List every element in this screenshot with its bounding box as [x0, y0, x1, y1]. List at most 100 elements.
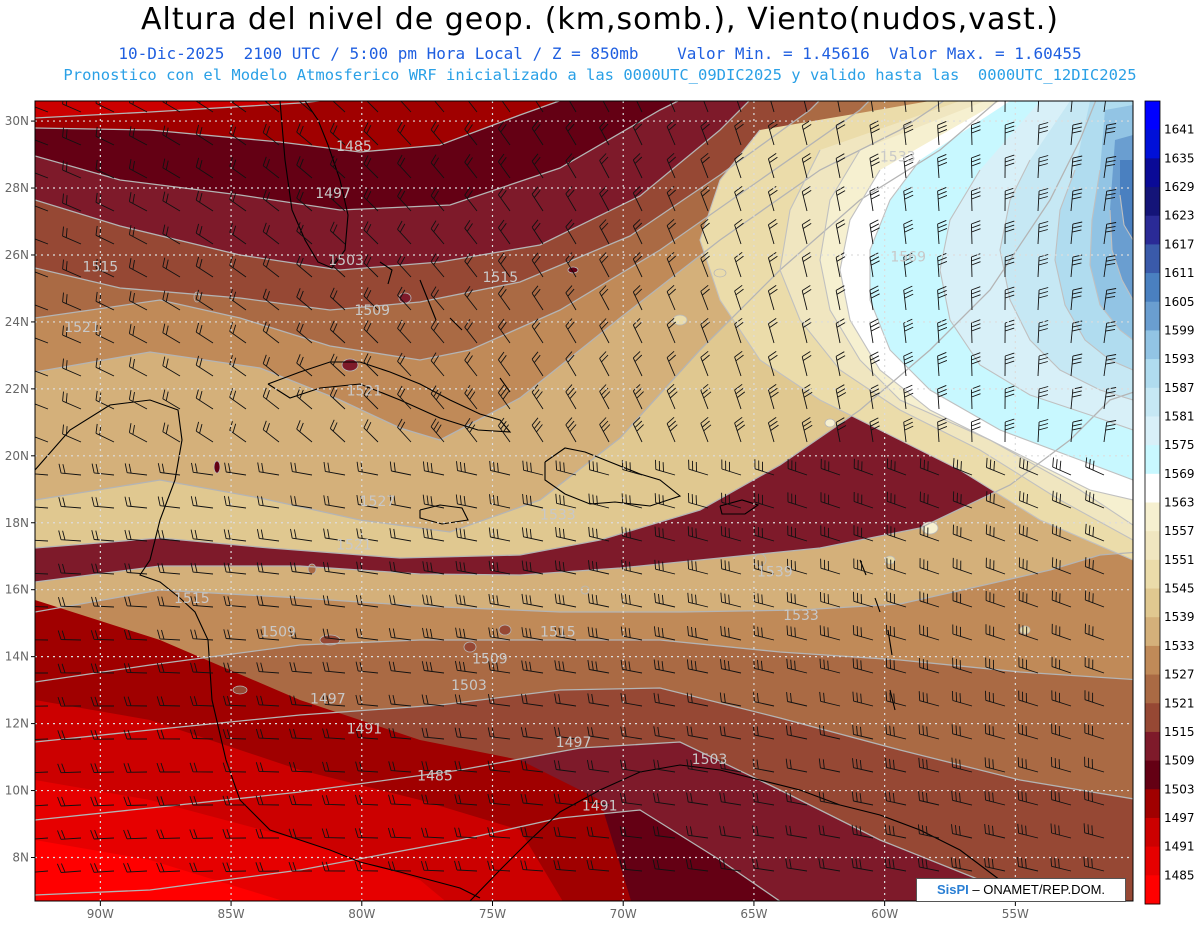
wind-barb [1004, 154, 1015, 179]
wind-barb [770, 101, 775, 113]
wind-barb [801, 285, 812, 311]
wind-barb [1051, 590, 1072, 608]
wind-barb [434, 101, 445, 113]
wind-barb [35, 403, 49, 410]
wind-barb [937, 153, 948, 179]
colorbar-swatch [1145, 244, 1160, 274]
wind-barb [62, 160, 82, 179]
wind-barb [884, 857, 907, 872]
wind-barb [752, 758, 775, 773]
wind-barb [454, 860, 478, 872]
local-maximum [498, 624, 512, 636]
wind-barb [870, 101, 874, 113]
wind-barb [1051, 524, 1072, 542]
wind-barb [363, 254, 379, 278]
wind-barb [767, 186, 778, 212]
wind-barb [820, 558, 841, 575]
wind-barb [937, 219, 948, 245]
wind-barb [621, 493, 643, 509]
wind-barb [687, 492, 709, 509]
wind-barb [95, 101, 115, 113]
wind-barb [654, 526, 676, 542]
wind-barb [1037, 287, 1049, 311]
wind-barb [296, 288, 313, 311]
wind-barb [156, 796, 181, 806]
wind-barb [95, 258, 115, 278]
wind-barb [521, 693, 544, 707]
wind-barb [156, 729, 181, 740]
lat-tick-label: 24N [5, 315, 29, 329]
contour-value-label: 1521 [347, 384, 383, 400]
wind-barb [937, 351, 948, 377]
wind-barb [255, 828, 279, 839]
coastlines [35, 101, 1031, 901]
wind-barb [903, 285, 914, 311]
wind-barb [869, 186, 880, 212]
wind-barb [288, 861, 313, 872]
wind-barb [296, 255, 313, 278]
wind-barb [785, 825, 808, 839]
wind-barb [952, 458, 973, 476]
wind-barb [688, 459, 709, 476]
wind-barb [56, 863, 82, 873]
wind-barb [128, 291, 148, 311]
band-1497 [35, 101, 560, 152]
contour-line [819, 149, 1133, 526]
wind-barb [124, 463, 148, 476]
wind-barb [123, 696, 148, 707]
wind-barb [853, 491, 874, 509]
wind-barb [62, 391, 82, 410]
wind-barb [554, 726, 577, 740]
wind-barb [919, 591, 940, 608]
wind-barb [666, 350, 677, 377]
wind-barb [397, 220, 412, 245]
wind-barb [1017, 757, 1039, 773]
wind-barb [970, 253, 981, 278]
wind-barb [262, 123, 280, 146]
wind-barb [296, 189, 313, 212]
map-title: Altura del nivel de geop. (km,somb.), Vi… [141, 2, 1059, 37]
wind-barb [489, 494, 511, 509]
wind-barb [654, 593, 676, 608]
wind-barb [430, 154, 445, 179]
wind-barb [1037, 419, 1049, 443]
contour-line [35, 101, 945, 441]
contour-line [35, 391, 1133, 583]
wind-barb [553, 860, 577, 872]
wind-barb [818, 858, 841, 872]
wind-barb [1070, 122, 1083, 146]
local-maximum [884, 555, 896, 565]
wind-barb [952, 491, 973, 509]
wind-barb [455, 561, 478, 575]
wind-barb [1084, 756, 1105, 773]
wind-barb [555, 493, 577, 509]
wind-barb [521, 627, 544, 641]
wind-barb [389, 561, 412, 575]
wind-barb [487, 860, 511, 872]
wind-barb [222, 729, 247, 740]
wind-barb [363, 353, 379, 377]
contour-value-label: 1491 [347, 722, 383, 738]
wind-barb [57, 663, 82, 674]
wind-barb [568, 101, 577, 113]
wind-barb [1083, 823, 1105, 839]
wind-barb [620, 626, 643, 641]
wind-barb [565, 120, 577, 146]
wind-barb [162, 257, 181, 278]
contour-value-label: 1509 [472, 651, 508, 667]
contour-value-label: 1503 [451, 678, 487, 694]
wind-barb [455, 627, 478, 641]
wind-barb [464, 253, 478, 278]
wind-barb [296, 354, 313, 377]
contour-labels: 1485 1497 1503 1509 1515 1515 1521 1521 1569 1533… [64, 139, 926, 814]
wind-barb [669, 101, 676, 113]
wind-barb [734, 284, 744, 311]
wind-barb [397, 385, 412, 410]
wind-barb [984, 823, 1006, 839]
wind-barb [521, 593, 544, 608]
wind-barb [321, 828, 346, 839]
wind-barb [970, 220, 981, 245]
wind-barb [599, 219, 610, 245]
wind-barb [786, 625, 808, 641]
contour-value-label: 1497 [315, 186, 351, 202]
